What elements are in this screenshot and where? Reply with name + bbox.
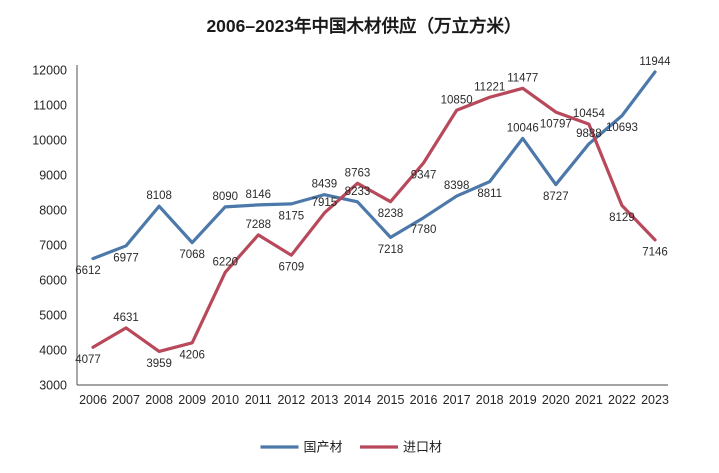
y-axis-label: 5000 — [39, 309, 67, 323]
data-label-0-2022: 10693 — [606, 122, 638, 134]
x-axis-label: 2009 — [178, 393, 206, 407]
x-axis-label: 2019 — [509, 393, 537, 407]
x-axis-label: 2021 — [575, 393, 603, 407]
x-axis-label: 2011 — [245, 393, 272, 407]
y-axis-label: 12000 — [32, 64, 67, 78]
y-axis-label: 8000 — [39, 204, 67, 218]
x-axis-label: 2010 — [211, 393, 239, 407]
y-axis-label: 4000 — [39, 344, 67, 358]
data-label-0-2023: 11944 — [639, 56, 671, 68]
y-axis-label: 7000 — [39, 239, 67, 253]
plot-area: 3000 4000 5000 6000 7000 8000 9000 10000 11000 12… — [32, 56, 671, 407]
data-label-0-2007: 6977 — [113, 252, 139, 264]
series-line-0 — [91, 70, 657, 261]
data-label-1-2012: 6709 — [279, 262, 305, 274]
series-line-1 — [91, 86, 657, 354]
data-label-1-2016: 9347 — [411, 169, 437, 181]
data-label-1-2007: 4631 — [113, 312, 139, 324]
y-axis-label: 11000 — [33, 99, 67, 113]
x-axis-label: 2015 — [377, 393, 405, 407]
data-label-0-2006: 6612 — [75, 265, 101, 277]
x-axis-label: 2020 — [542, 393, 570, 407]
x-axis-label: 2014 — [344, 393, 372, 407]
data-label-1-2013: 7915 — [312, 197, 338, 209]
chart-title: 2006–2023年中国木材供应（万立方米） — [206, 16, 521, 36]
legend-item-1: 进口材 — [360, 440, 442, 455]
y-axis-label: 6000 — [39, 274, 67, 288]
y-axis-label: 3000 — [39, 379, 67, 393]
x-axis-label: 2006 — [79, 393, 107, 407]
data-label-0-2015: 7218 — [378, 244, 404, 256]
data-label-0-2011: 8146 — [245, 189, 271, 201]
data-label-1-2008: 3959 — [146, 358, 172, 370]
data-label-1-2006: 4077 — [75, 354, 101, 366]
data-label-0-2017: 8398 — [444, 180, 470, 192]
data-label-1-2019: 11477 — [507, 72, 538, 84]
data-label-0-2013: 8439 — [312, 179, 338, 191]
data-label-1-2022: 8129 — [609, 212, 635, 224]
x-axis-label: 2016 — [410, 393, 438, 407]
data-label-0-2012: 8175 — [279, 210, 305, 222]
data-label-0-2016: 7780 — [411, 224, 437, 236]
x-axis-label: 2013 — [311, 393, 339, 407]
y-axis-label: 9000 — [39, 169, 67, 183]
x-axis-label: 2007 — [112, 393, 140, 407]
data-label-1-2021: 10454 — [573, 108, 606, 120]
data-label-1-2023: 7146 — [642, 246, 668, 258]
x-axis-label: 2017 — [443, 393, 471, 407]
legend-label-0: 国产材 — [304, 440, 343, 455]
data-label-0-2014: 8233 — [345, 186, 371, 198]
x-axis-label: 2023 — [641, 393, 669, 407]
data-label-0-2018: 8811 — [477, 188, 502, 200]
data-label-0-2019: 10046 — [507, 122, 539, 134]
legend-item-0: 国产材 — [260, 440, 343, 455]
legend-label-1: 进口材 — [403, 440, 442, 455]
x-axis-label: 2022 — [608, 393, 636, 407]
data-label-1-2014: 8763 — [345, 167, 371, 179]
data-label-0-2008: 8108 — [146, 190, 172, 202]
x-axis-label: 2008 — [145, 393, 173, 407]
data-label-1-2020: 10797 — [540, 119, 572, 131]
data-label-1-2011: 7288 — [245, 219, 271, 231]
data-label-1-2015: 8238 — [378, 208, 404, 220]
x-axis-label: 2018 — [476, 393, 504, 407]
data-label-0-2021: 9888 — [576, 128, 602, 140]
data-label-1-2017: 10850 — [441, 94, 473, 106]
data-label-1-2010: 6220 — [212, 256, 238, 268]
data-label-1-2009: 4206 — [179, 349, 205, 361]
y-axis-label: 10000 — [32, 134, 67, 148]
data-label-0-2020: 8727 — [543, 191, 569, 203]
data-label-0-2010: 8090 — [212, 191, 238, 203]
chart-legend: 国产材 进口材 — [260, 440, 442, 455]
data-label-1-2018: 11221 — [474, 81, 505, 93]
x-axis-label: 2012 — [277, 393, 305, 407]
data-label-0-2009: 7068 — [179, 249, 205, 261]
